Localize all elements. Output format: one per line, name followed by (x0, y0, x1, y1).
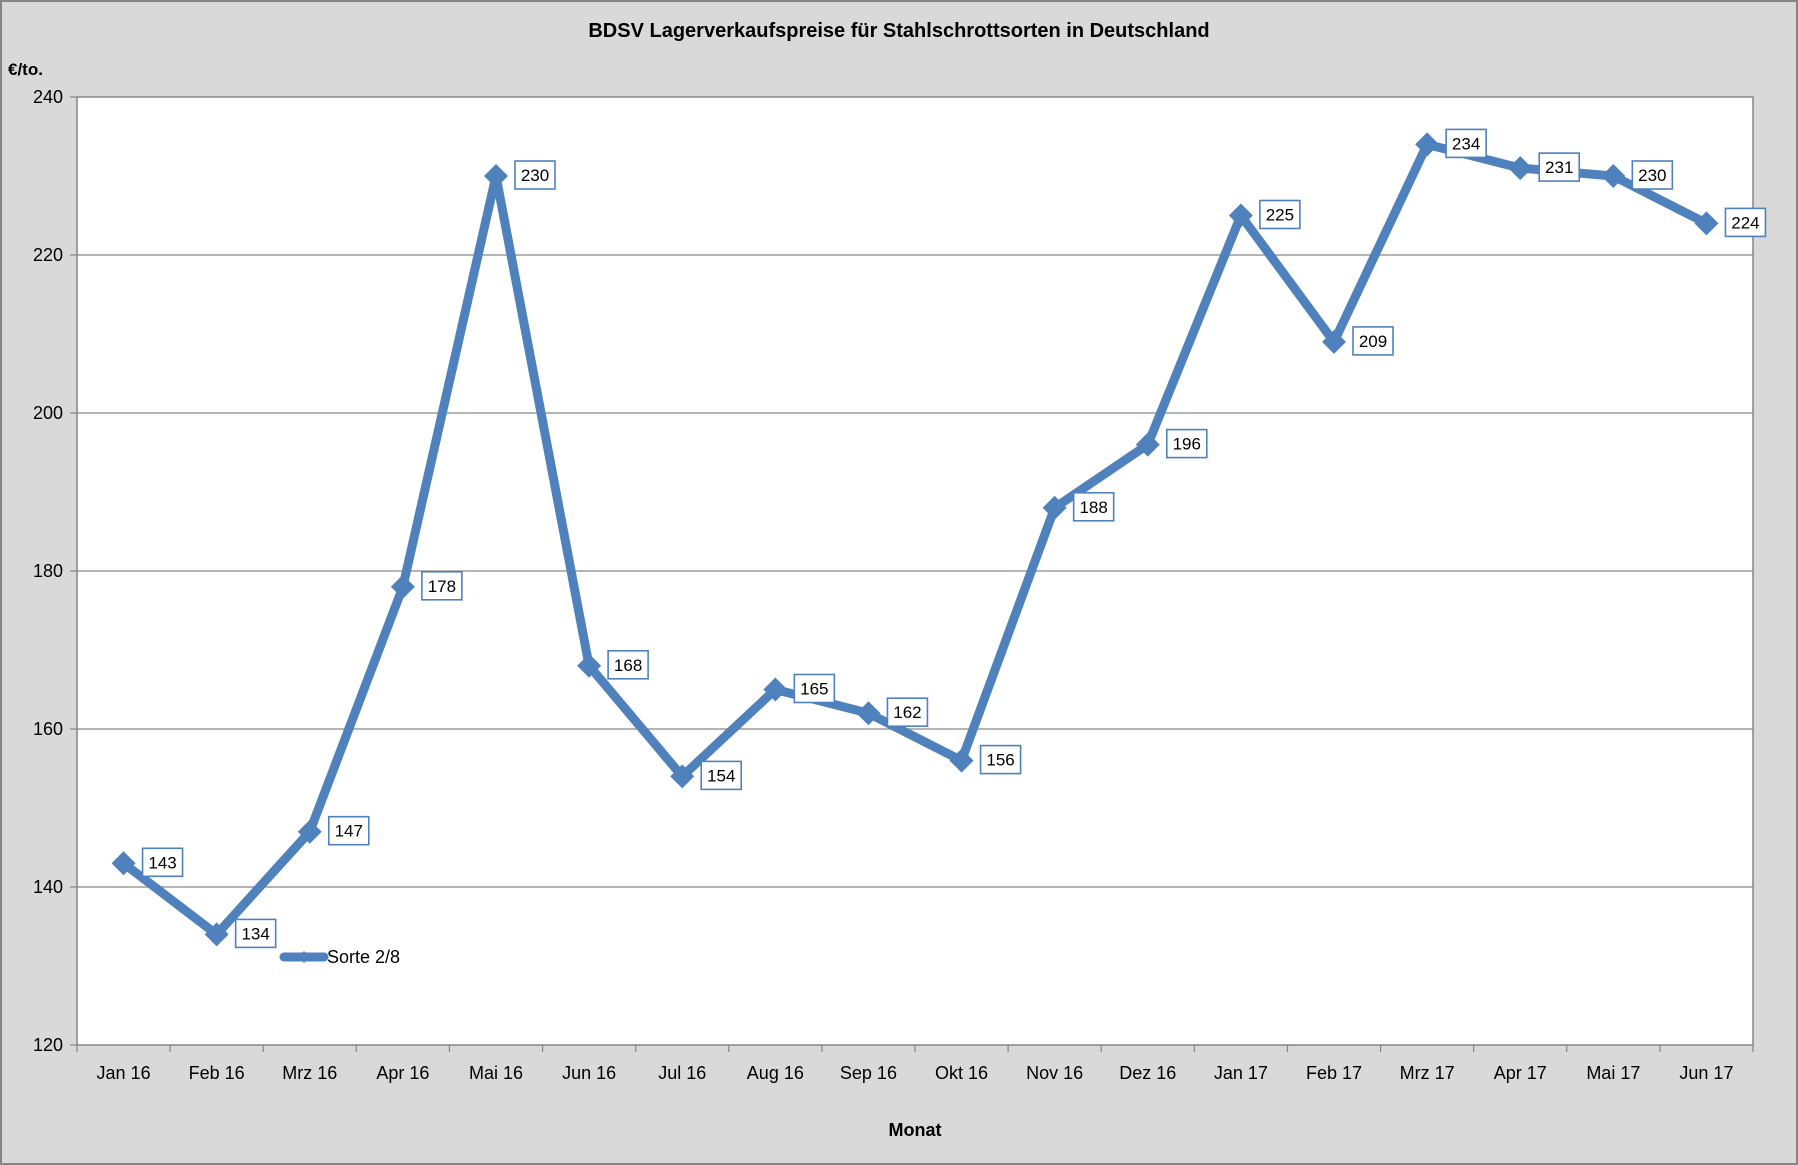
data-label: 224 (1731, 213, 1759, 232)
data-point-marker (856, 701, 881, 726)
x-axis: Jan 16 Feb 16 Mrz 16 Apr 16 Mai 16 Jun 16 Jul … (76, 1045, 1754, 1083)
data-label: 209 (1359, 332, 1387, 351)
x-tick-label: Nov 16 (1026, 1063, 1083, 1083)
data-label: 168 (614, 656, 642, 675)
data-label: 230 (521, 166, 549, 185)
data-label: 165 (800, 680, 828, 699)
x-tick-label: Mrz 16 (282, 1063, 337, 1083)
data-label-box (421, 570, 463, 601)
data-point-marker (763, 677, 788, 702)
data-label-box (1538, 152, 1581, 182)
data-point-marker (111, 851, 136, 876)
data-label-box (327, 815, 370, 846)
data-point-marker (204, 922, 229, 947)
data-label: 162 (893, 703, 921, 722)
data-label-box (1259, 199, 1301, 230)
y-tick-label: 160 (33, 719, 63, 739)
x-tick-label: Sep 16 (840, 1063, 897, 1083)
data-point-marker (670, 764, 695, 789)
y-tick-label: 220 (33, 245, 63, 265)
data-label-box (1724, 207, 1767, 238)
data-label-box (979, 744, 1022, 775)
data-point-marker (1228, 203, 1253, 228)
data-point-marker (390, 574, 415, 599)
gridlines (77, 254, 1753, 888)
x-tick-label: Mrz 17 (1400, 1063, 1455, 1083)
data-point-marker (1694, 211, 1719, 236)
chart-title: BDSV Lagerverkaufspreise für Stahlschrot… (588, 20, 1210, 42)
data-point-marker (949, 748, 974, 773)
data-label-box (1445, 128, 1487, 159)
data-point-marker (1508, 156, 1533, 181)
data-label-box (514, 160, 556, 190)
x-tick-label: Dez 16 (1119, 1063, 1176, 1083)
data-labels: 143 134 147 178 230 168 154 165 162 156 188 196 225 2… (141, 128, 1767, 949)
x-tick-label: Mai 17 (1586, 1063, 1640, 1083)
data-point-marker (577, 653, 602, 678)
legend: Sorte 2/8 (279, 947, 400, 967)
data-label: 230 (1638, 166, 1666, 185)
x-tick-label: Feb 16 (189, 1063, 245, 1083)
x-tick-label: Feb 17 (1306, 1063, 1362, 1083)
data-label: 178 (428, 577, 456, 596)
data-point-marker (1322, 329, 1346, 354)
x-axis-title: Monat (888, 1120, 942, 1140)
data-point-marker (1135, 432, 1160, 457)
data-label: 134 (241, 924, 269, 943)
x-tick-label: Jun 17 (1679, 1063, 1733, 1083)
x-tick-label: Mai 16 (469, 1063, 523, 1083)
data-label-box (886, 697, 929, 728)
x-tick-label: Jun 16 (562, 1063, 616, 1083)
data-point-marker (297, 819, 322, 844)
x-tick-label: Apr 16 (376, 1063, 429, 1083)
data-label-box (141, 847, 184, 878)
data-label: 154 (707, 766, 735, 785)
y-tick-label: 200 (33, 403, 63, 423)
y-axis-title: €/to. (8, 60, 43, 79)
data-label-box (607, 649, 649, 680)
y-tick-label: 120 (33, 1035, 63, 1055)
data-label: 188 (1079, 498, 1107, 517)
x-tick-label: Okt 16 (935, 1063, 988, 1083)
series-sorte-2-8 (111, 132, 1719, 947)
data-label-box (793, 673, 836, 704)
data-label-box (234, 918, 277, 949)
data-point-marker (1415, 132, 1440, 157)
data-label: 231 (1545, 158, 1573, 177)
data-point-marker (484, 164, 508, 188)
data-label: 234 (1452, 134, 1480, 153)
data-label-box (1165, 428, 1208, 459)
data-label-box (1631, 160, 1674, 190)
y-tick-label: 180 (33, 561, 63, 581)
y-tick-label: 240 (33, 87, 63, 107)
data-label: 196 (1173, 435, 1201, 454)
y-axis: 120 140 160 180 200 220 240 (33, 87, 77, 1055)
x-tick-label: Jan 16 (97, 1063, 151, 1083)
y-tick-label: 140 (33, 877, 63, 897)
x-tick-label: Jul 16 (658, 1063, 706, 1083)
x-tick-label: Jan 17 (1214, 1063, 1268, 1083)
legend-label: Sorte 2/8 (327, 947, 400, 967)
data-label-box (700, 760, 743, 791)
x-tick-label: Apr 17 (1494, 1063, 1547, 1083)
data-label: 225 (1266, 206, 1294, 225)
data-label: 143 (148, 853, 176, 872)
data-label-box (1352, 326, 1394, 356)
data-label-box (1072, 491, 1115, 522)
x-tick-label: Aug 16 (747, 1063, 804, 1083)
data-point-marker (1042, 495, 1067, 520)
data-point-marker (1601, 164, 1626, 188)
data-label: 147 (335, 822, 363, 841)
data-label: 156 (986, 751, 1014, 770)
